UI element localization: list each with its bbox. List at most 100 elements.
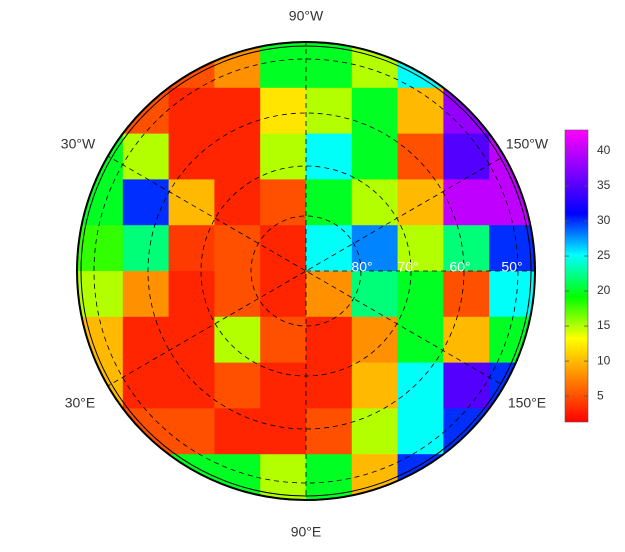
longitude-label: 90°E [291, 524, 322, 540]
longitude-label: 90°W [289, 8, 324, 24]
colorbar-tick-label: 30 [597, 213, 611, 227]
data-cell [306, 225, 353, 272]
data-cell [260, 454, 307, 500]
data-cell [122, 42, 170, 89]
data-cell [122, 271, 170, 318]
data-cell [260, 408, 307, 455]
data-cell [489, 87, 535, 135]
data-cell [122, 408, 170, 455]
data-cell [122, 362, 170, 409]
data-cell [397, 87, 444, 135]
data-cell [77, 454, 124, 500]
colorbar-tick-label: 5 [597, 388, 604, 402]
data-cell [168, 408, 215, 455]
data-cell [214, 408, 261, 455]
colorbar-tick-label: 40 [597, 143, 611, 157]
data-cell [168, 362, 215, 409]
data-cell [168, 316, 215, 364]
data-cell [351, 362, 399, 409]
data-cell [260, 316, 307, 364]
data-cell [260, 271, 307, 318]
data-cell [168, 271, 215, 318]
data-cell [122, 225, 170, 272]
data-cell [489, 42, 535, 89]
data-cell [443, 133, 490, 180]
latitude-label: 80° [351, 259, 372, 275]
data-cell [306, 362, 353, 409]
data-cell [306, 42, 353, 89]
data-cell [351, 316, 399, 364]
data-cell [214, 87, 261, 135]
data-cell [168, 87, 215, 135]
data-cell [443, 42, 490, 89]
data-cell [489, 271, 535, 318]
data-cell [443, 179, 490, 226]
data-cell [214, 179, 261, 226]
data-cell [260, 225, 307, 272]
data-cell [351, 225, 399, 272]
data-cell [122, 316, 170, 364]
colorbar-tick-label: 25 [597, 248, 611, 262]
longitude-label: 150°W [506, 136, 549, 152]
data-cell [168, 133, 215, 180]
map-border-inner [80, 45, 532, 497]
data-cell [306, 87, 353, 135]
data-cell [443, 362, 490, 409]
data-cell [77, 87, 124, 135]
data-cell [351, 271, 399, 318]
data-cell [306, 271, 353, 318]
data-cell [122, 87, 170, 135]
data-cell [77, 42, 124, 89]
data-cell [489, 454, 535, 500]
longitude-label: 30°W [61, 136, 96, 152]
data-cell [260, 362, 307, 409]
data-cell [122, 179, 170, 226]
data-cell [260, 87, 307, 135]
latitude-label: 50° [501, 259, 522, 275]
data-cell [122, 454, 170, 500]
data-cell [397, 225, 444, 272]
graticule [93, 42, 535, 500]
data-cell [443, 87, 490, 135]
data-cell [443, 316, 490, 364]
data-cell [77, 271, 124, 318]
data-cell [306, 316, 353, 364]
data-cell [260, 133, 307, 180]
data-cell [260, 179, 307, 226]
data-cell [306, 179, 353, 226]
data-cell [168, 225, 215, 272]
colorbar-tick-label: 35 [597, 178, 611, 192]
data-cell [168, 179, 215, 226]
data-cell [443, 454, 490, 500]
data-cell [397, 271, 444, 318]
data-cell [306, 454, 353, 500]
colorbar [564, 129, 589, 423]
data-cell [351, 87, 399, 135]
longitude-label: 30°E [65, 395, 96, 411]
data-cell [77, 408, 124, 455]
data-cell [397, 408, 444, 455]
colorbar-tick-label: 10 [597, 353, 611, 367]
data-cell [443, 225, 490, 272]
data-cell [214, 133, 261, 180]
data-cell [397, 179, 444, 226]
data-cell [443, 271, 490, 318]
colorbar-tick-label: 20 [597, 283, 611, 297]
data-cell [351, 133, 399, 180]
data-cell [351, 179, 399, 226]
data-cell [397, 133, 444, 180]
latitude-label: 70° [397, 259, 418, 275]
data-cell [214, 362, 261, 409]
latitude-label: 60° [449, 259, 470, 275]
data-cell [306, 133, 353, 180]
data-cell [397, 316, 444, 364]
data-cell [122, 133, 170, 180]
data-cell [397, 362, 444, 409]
data-cell [489, 408, 535, 455]
data-cell [306, 408, 353, 455]
data-cell [214, 225, 261, 272]
data-cell [351, 408, 399, 455]
map-border [76, 41, 536, 501]
data-cell [214, 316, 261, 364]
